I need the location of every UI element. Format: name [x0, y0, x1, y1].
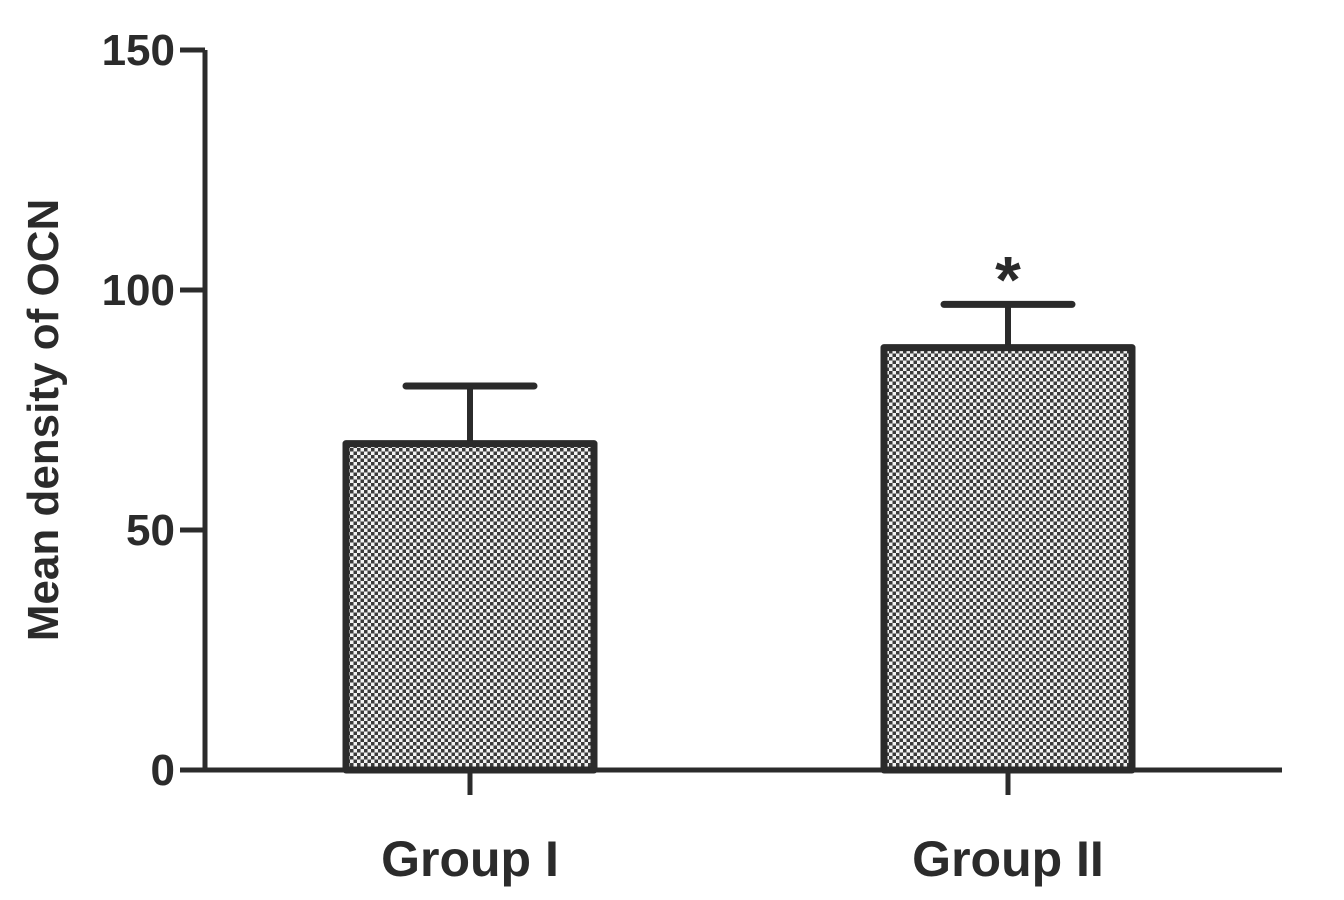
bar-group-ii [880, 344, 1136, 774]
y-tick-label: 0 [151, 746, 175, 795]
x-tick-label: Group I [381, 831, 559, 887]
bar-group-i [342, 440, 598, 774]
y-tick-label: 150 [102, 26, 175, 75]
y-tick-label: 50 [126, 506, 175, 555]
x-tick-label: Group II [912, 831, 1104, 887]
bars: * [342, 242, 1136, 774]
y-tick-label: 100 [102, 266, 175, 315]
significance-marker: * [995, 242, 1021, 316]
y-axis-label: Mean density of OCN [19, 199, 68, 642]
axes: 0 50 100 150 Group I Group II [102, 26, 1282, 887]
labels: Mean density of OCN [19, 199, 68, 642]
